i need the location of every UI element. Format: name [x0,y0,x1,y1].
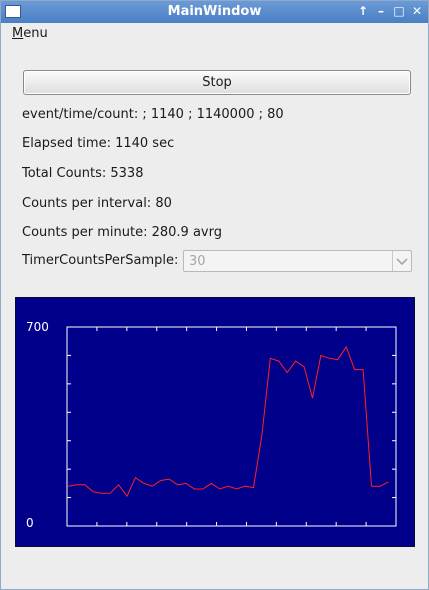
menu-mnemonic: M [12,26,24,41]
title-bar[interactable]: MainWindow ↑ – □ ✕ [1,1,428,23]
maximize-icon[interactable]: □ [393,4,405,18]
event-time-count-label: event/time/count: ; 1140 ; 1140000 ; 80 [22,107,284,122]
elapsed-time-label: Elapsed time: 1140 sec [22,136,175,151]
y-tick-label-max: 700 [26,320,49,334]
counts-series-line [67,345,389,498]
timer-counts-value: 30 [189,254,206,269]
menu-button[interactable]: Menu [12,26,48,41]
menu-rest: enu [23,26,48,41]
counts-plot: 700 0 [15,297,415,547]
chevron-down-icon[interactable] [392,251,411,271]
timer-counts-select[interactable]: 30 [183,250,412,272]
plot-axes-frame [66,326,397,527]
y-tick-label-min: 0 [26,516,34,530]
window-icon[interactable] [5,5,21,18]
stop-button[interactable]: Stop [23,70,411,95]
close-icon[interactable]: ✕ [411,4,423,18]
menu-bar: Menu [1,23,428,45]
window-title: MainWindow [167,4,262,19]
minimize-icon[interactable]: – [378,4,384,18]
shade-icon[interactable]: ↑ [357,4,369,18]
timer-counts-label: TimerCountsPerSample: [22,253,179,268]
total-counts-label: Total Counts: 5338 [22,166,144,181]
counts-plot-canvas: 700 0 [26,320,397,530]
counts-per-interval-label: Counts per interval: 80 [22,196,172,211]
counts-per-minute-label: Counts per minute: 280.9 avrg [22,225,222,240]
